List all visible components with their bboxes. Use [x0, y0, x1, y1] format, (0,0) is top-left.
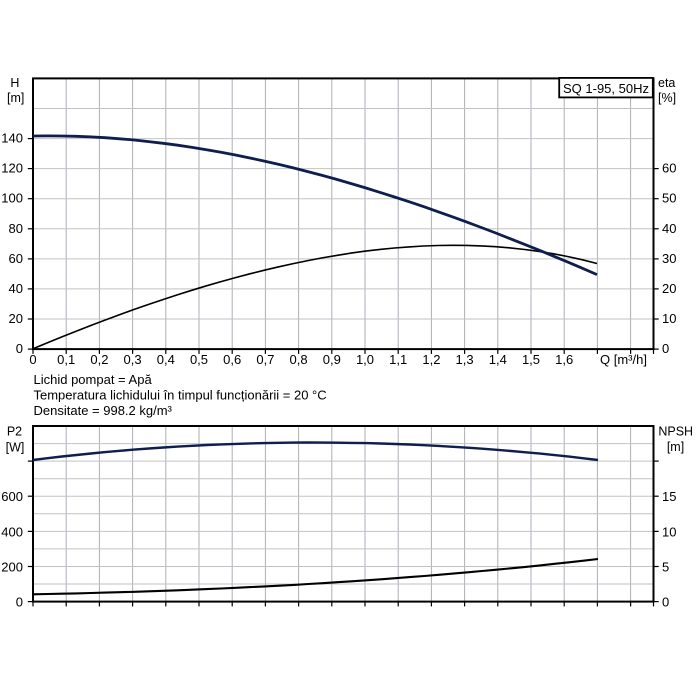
svg-text:10: 10: [662, 524, 676, 539]
svg-text:0,9: 0,9: [323, 352, 341, 367]
svg-text:1,5: 1,5: [522, 352, 540, 367]
svg-text:0: 0: [16, 341, 23, 356]
svg-text:Densitate = 998.2 kg/m³: Densitate = 998.2 kg/m³: [34, 403, 173, 418]
svg-text:1,2: 1,2: [422, 352, 440, 367]
svg-text:[W]: [W]: [6, 441, 25, 455]
svg-text:0,5: 0,5: [190, 352, 208, 367]
svg-text:Lichid pompat = Apă: Lichid pompat = Apă: [34, 372, 153, 387]
svg-text:0,2: 0,2: [90, 352, 108, 367]
svg-text:P2: P2: [7, 425, 22, 439]
svg-text:1,0: 1,0: [356, 352, 374, 367]
svg-text:0,3: 0,3: [124, 352, 142, 367]
svg-text:400: 400: [1, 524, 23, 539]
svg-text:0: 0: [16, 595, 23, 610]
svg-text:[m]: [m]: [667, 440, 684, 454]
svg-text:0: 0: [662, 595, 669, 610]
svg-text:600: 600: [1, 489, 23, 504]
svg-text:0,7: 0,7: [256, 352, 274, 367]
svg-text:0: 0: [662, 341, 669, 356]
svg-text:60: 60: [662, 161, 676, 176]
svg-text:20: 20: [662, 281, 676, 296]
svg-text:Temperatura lichidului în timp: Temperatura lichidului în timpul funcțio…: [34, 388, 327, 403]
svg-text:80: 80: [9, 221, 23, 236]
svg-text:0,1: 0,1: [57, 352, 75, 367]
svg-text:140: 140: [1, 131, 23, 146]
svg-text:5: 5: [662, 560, 669, 575]
svg-text:10: 10: [662, 311, 676, 326]
svg-text:30: 30: [662, 251, 676, 266]
svg-text:20: 20: [9, 311, 23, 326]
svg-text:1,1: 1,1: [389, 352, 407, 367]
svg-text:1,3: 1,3: [456, 352, 474, 367]
svg-text:eta: eta: [658, 76, 675, 90]
svg-text:0,4: 0,4: [157, 352, 175, 367]
svg-text:NPSH: NPSH: [658, 425, 693, 439]
svg-text:Q [m³/h]: Q [m³/h]: [600, 352, 647, 367]
svg-text:40: 40: [662, 221, 676, 236]
svg-text:120: 120: [1, 161, 23, 176]
svg-text:[m]: [m]: [7, 91, 24, 105]
svg-text:[%]: [%]: [658, 91, 676, 105]
svg-text:SQ 1-95, 50Hz: SQ 1-95, 50Hz: [563, 81, 649, 96]
svg-text:1,4: 1,4: [489, 352, 507, 367]
svg-text:0: 0: [29, 352, 36, 367]
svg-text:100: 100: [1, 191, 23, 206]
svg-text:15: 15: [662, 489, 676, 504]
svg-text:0,6: 0,6: [223, 352, 241, 367]
svg-text:1,6: 1,6: [555, 352, 573, 367]
svg-text:40: 40: [9, 281, 23, 296]
svg-text:0,8: 0,8: [290, 352, 308, 367]
svg-text:60: 60: [9, 251, 23, 266]
svg-text:H: H: [10, 76, 19, 90]
svg-text:50: 50: [662, 191, 676, 206]
svg-text:200: 200: [1, 560, 23, 575]
